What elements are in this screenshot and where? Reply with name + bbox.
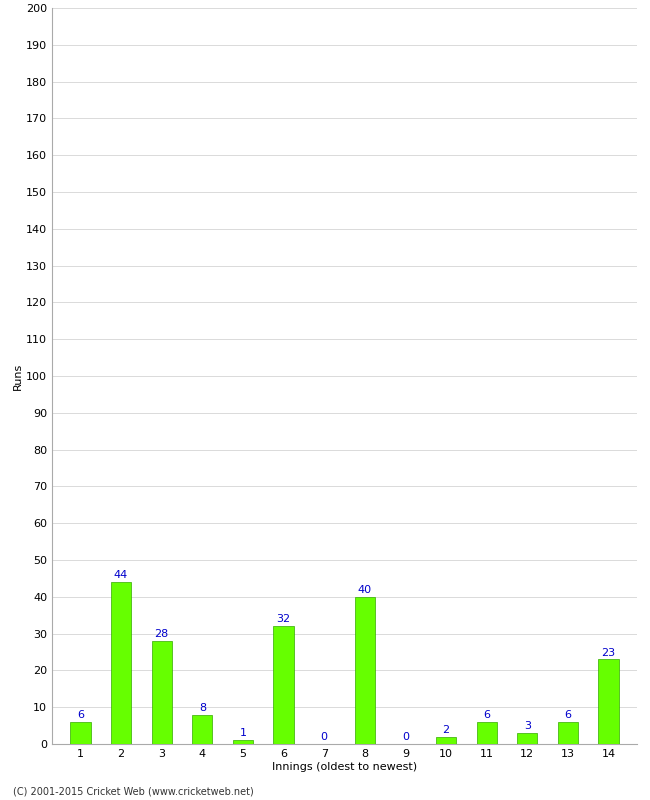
Text: 1: 1 [239,729,246,738]
Bar [70,722,90,744]
Text: 28: 28 [155,629,169,639]
Text: 32: 32 [276,614,291,624]
Text: 6: 6 [77,710,84,720]
Text: 3: 3 [524,721,531,731]
Bar [436,737,456,744]
Text: 44: 44 [114,570,128,580]
Bar [192,714,213,744]
Text: 0: 0 [320,732,328,742]
Text: 6: 6 [483,710,490,720]
Y-axis label: Runs: Runs [13,362,23,390]
Text: 23: 23 [601,647,616,658]
Text: 2: 2 [443,725,450,734]
Text: (C) 2001-2015 Cricket Web (www.cricketweb.net): (C) 2001-2015 Cricket Web (www.cricketwe… [13,786,254,796]
Bar [233,740,253,744]
Bar [558,722,578,744]
Text: 0: 0 [402,732,409,742]
Bar [517,733,538,744]
Bar [274,626,294,744]
X-axis label: Innings (oldest to newest): Innings (oldest to newest) [272,762,417,772]
Bar [599,659,619,744]
Bar [151,641,172,744]
Text: 6: 6 [564,710,571,720]
Bar [355,597,375,744]
Bar [476,722,497,744]
Bar [111,582,131,744]
Text: 8: 8 [199,702,206,713]
Text: 40: 40 [358,585,372,595]
